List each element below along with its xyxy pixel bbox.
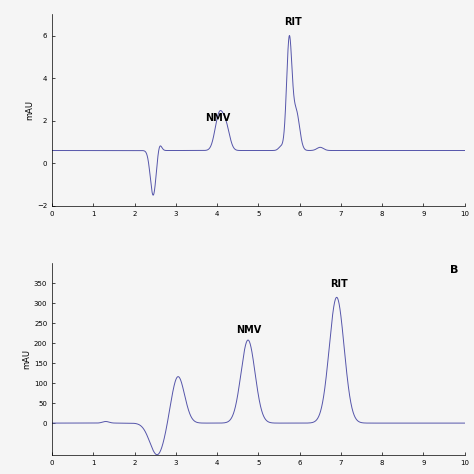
Text: RIT: RIT (284, 17, 301, 27)
Y-axis label: mAU: mAU (25, 100, 34, 120)
Text: B: B (450, 265, 458, 275)
Text: NMV: NMV (205, 113, 230, 123)
Text: RIT: RIT (330, 279, 348, 289)
Y-axis label: mAU: mAU (22, 349, 31, 369)
Text: NMV: NMV (236, 325, 261, 335)
